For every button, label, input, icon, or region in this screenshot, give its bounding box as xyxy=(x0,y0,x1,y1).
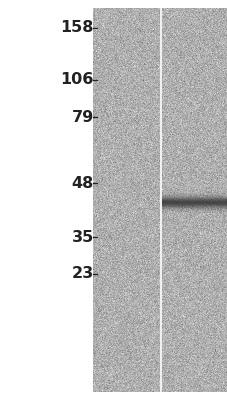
Text: 79: 79 xyxy=(72,110,94,124)
Text: 106: 106 xyxy=(60,72,94,88)
Text: 48: 48 xyxy=(72,176,94,190)
Text: 158: 158 xyxy=(60,20,94,36)
Text: 23: 23 xyxy=(72,266,94,282)
Text: 35: 35 xyxy=(72,230,94,244)
